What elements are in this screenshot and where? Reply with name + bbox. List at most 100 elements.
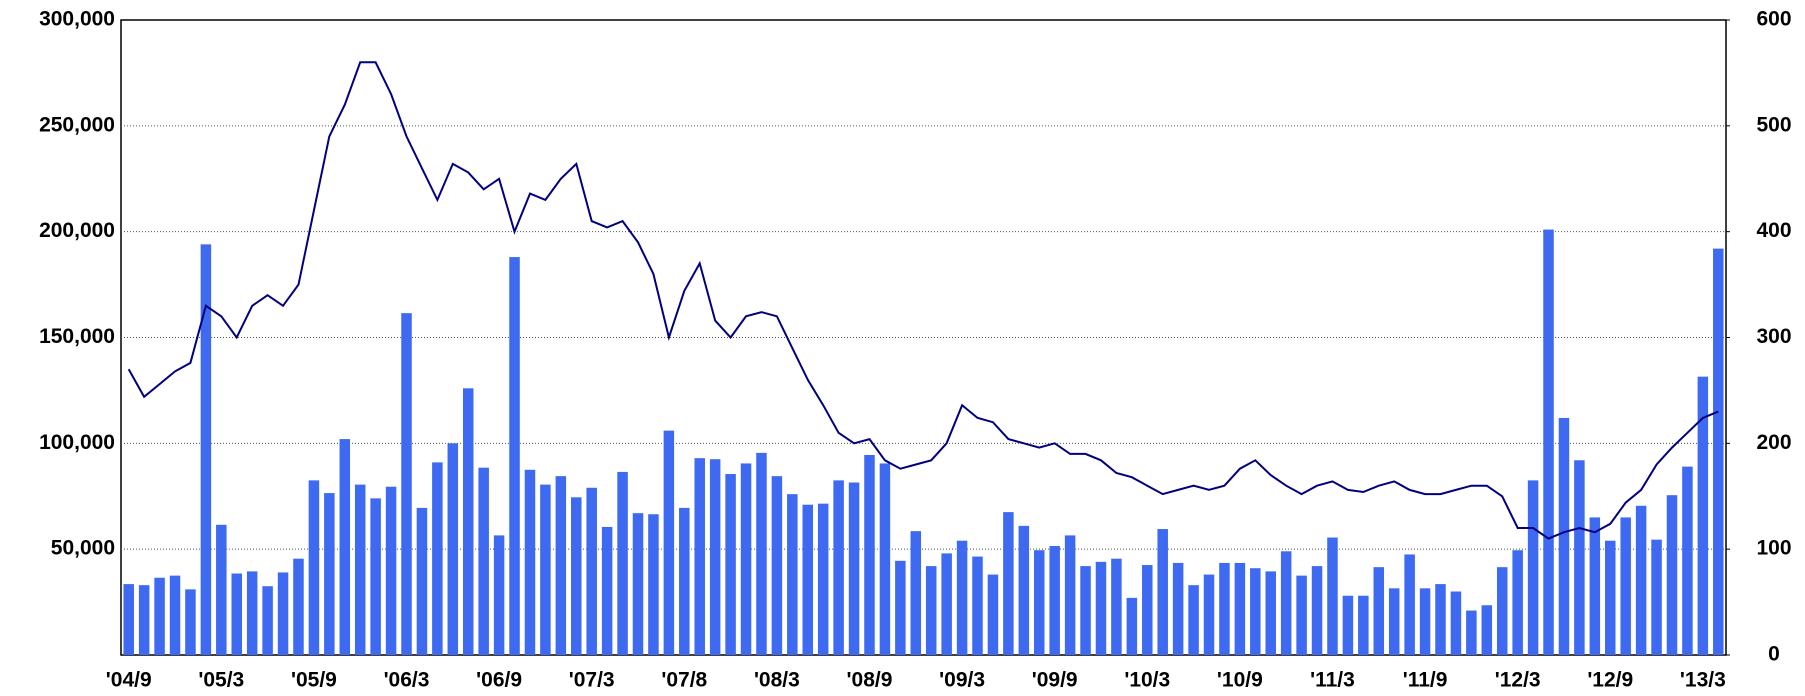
volume-bar xyxy=(802,504,814,655)
volume-bar xyxy=(833,480,844,655)
volume-bar xyxy=(987,574,999,655)
volume-bar xyxy=(524,469,536,655)
volume-bar xyxy=(1234,562,1246,655)
x-tick-label: '08/9 xyxy=(847,669,893,692)
volume-bar xyxy=(1651,539,1662,655)
volume-bar xyxy=(1435,584,1446,655)
volume-bar xyxy=(663,430,675,655)
volume-bar xyxy=(817,503,829,655)
volume-bar xyxy=(925,566,937,655)
volume-bar xyxy=(1219,562,1230,655)
volume-bar xyxy=(339,439,351,655)
volume-bar xyxy=(1496,567,1508,655)
volume-bar xyxy=(1157,529,1168,655)
x-tick-label: '12/3 xyxy=(1495,669,1541,692)
volume-bar xyxy=(1311,566,1323,655)
y-tick-label: 250,000 xyxy=(39,113,115,136)
y2-tick-label: 300 xyxy=(1756,325,1791,348)
y-tick-label: 200,000 xyxy=(39,219,115,242)
x-tick-label: '04/9 xyxy=(106,669,152,692)
volume-bar xyxy=(787,494,798,655)
y-tick-label: 150,000 xyxy=(39,325,115,348)
volume-bar xyxy=(617,471,628,655)
volume-bar xyxy=(416,507,428,655)
volume-bar xyxy=(601,526,613,655)
volume-bar xyxy=(246,571,258,655)
volume-bar xyxy=(385,486,397,655)
volume-bar xyxy=(1543,229,1554,656)
x-tick-label: '10/9 xyxy=(1217,669,1263,692)
volume-bar xyxy=(1188,585,1199,655)
x-tick-label: '11/3 xyxy=(1310,669,1355,692)
volume-bar xyxy=(1512,550,1523,655)
y-tick-label: 300,000 xyxy=(39,8,115,31)
volume-bar xyxy=(1033,550,1045,655)
volume-bar xyxy=(308,480,320,655)
volume-bar xyxy=(540,484,551,655)
volume-bar xyxy=(1049,545,1060,655)
volume-bar xyxy=(1373,567,1385,655)
volume-bar xyxy=(154,577,165,655)
volume-bar xyxy=(1111,558,1122,655)
volume-bar xyxy=(370,498,381,655)
volume-bar xyxy=(941,553,952,655)
volume-bar xyxy=(771,476,783,655)
y2-tick-label: 200 xyxy=(1756,431,1791,454)
volume-bar xyxy=(586,487,597,655)
volume-bar xyxy=(725,474,736,655)
volume-bar xyxy=(1605,540,1616,655)
volume-bar xyxy=(1620,517,1631,655)
volume-bar xyxy=(200,244,212,655)
volume-bar xyxy=(277,572,289,655)
x-tick-label: '06/3 xyxy=(384,669,430,692)
y-tick-label: 100,000 xyxy=(39,431,115,454)
y2-tick-label: 600 xyxy=(1756,8,1791,31)
volume-bar xyxy=(262,586,273,655)
volume-bar xyxy=(1419,588,1431,655)
volume-bar xyxy=(401,313,412,655)
volume-bar xyxy=(1358,595,1369,655)
volume-bar xyxy=(756,452,767,655)
volume-bar xyxy=(555,476,567,655)
volume-bar xyxy=(694,458,705,655)
volume-bar xyxy=(231,573,242,655)
volume-bar xyxy=(1064,535,1076,655)
volume-bar xyxy=(432,462,443,655)
volume-bar xyxy=(354,484,366,655)
y2-tick-label: 500 xyxy=(1756,113,1791,136)
volume-bar xyxy=(1713,248,1724,655)
volume-bar xyxy=(293,558,304,655)
volume-bar xyxy=(478,467,489,655)
x-tick-label: '13/3 xyxy=(1680,669,1726,692)
volume-bar xyxy=(1666,495,1678,655)
volume-bar xyxy=(1388,588,1400,655)
volume-bar xyxy=(571,497,582,655)
volume-bar xyxy=(709,459,721,655)
volume-bar xyxy=(185,589,196,655)
volume-bar xyxy=(679,507,690,655)
x-tick-label: '05/9 xyxy=(291,669,337,692)
volume-bar xyxy=(447,443,459,655)
x-tick-label: '08/3 xyxy=(754,669,800,692)
volume-bar xyxy=(493,535,505,655)
x-tick-label: '11/9 xyxy=(1403,669,1448,692)
volume-bar xyxy=(848,482,860,655)
volume-bar xyxy=(1250,568,1261,655)
volume-bar xyxy=(138,585,150,655)
x-tick-label: '09/3 xyxy=(939,669,985,692)
volume-bar xyxy=(972,556,983,655)
volume-bar xyxy=(1682,466,1693,655)
x-tick-label: '06/9 xyxy=(476,669,522,692)
x-tick-label: '07/8 xyxy=(661,669,707,692)
volume-bar xyxy=(1450,591,1462,655)
volume-bar xyxy=(1527,480,1539,655)
volume-bar xyxy=(1142,565,1153,655)
volume-bar xyxy=(1280,551,1292,655)
y2-tick-label: 100 xyxy=(1756,537,1791,560)
volume-bar xyxy=(1481,605,1493,655)
y2-tick-label: 0 xyxy=(1768,643,1780,666)
volume-bar xyxy=(1342,595,1354,655)
volume-bar xyxy=(1635,505,1647,655)
y-tick-label: 50,000 xyxy=(51,537,115,560)
volume-bar xyxy=(1296,575,1307,655)
